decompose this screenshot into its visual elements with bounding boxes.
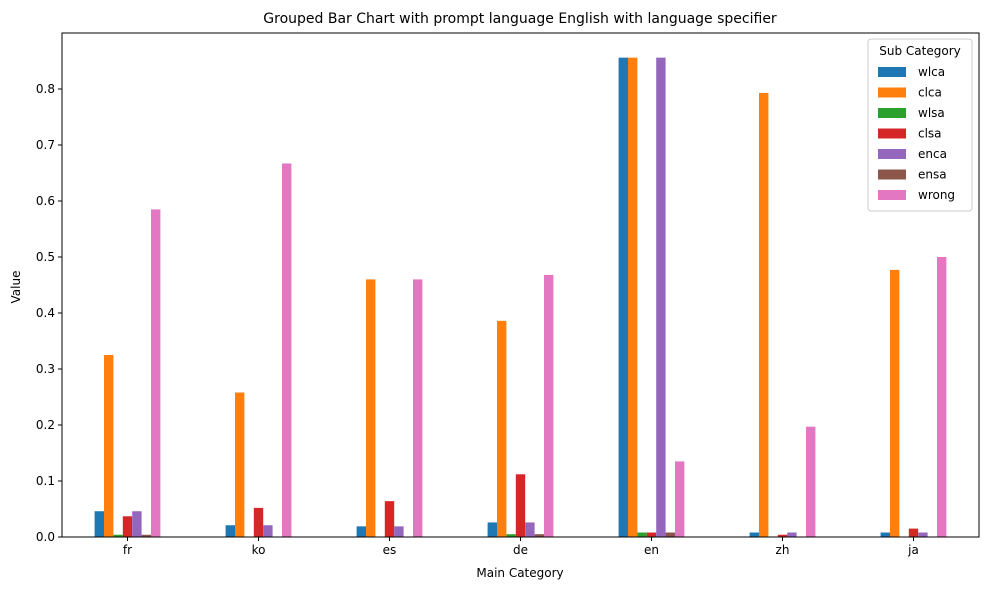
bar-enca-de (525, 522, 535, 537)
legend-label-wrong: wrong (918, 188, 955, 202)
bar-wlca-zh (749, 532, 759, 537)
legend-label-enca: enca (918, 147, 947, 161)
bar-wrong-ja (937, 257, 947, 537)
bar-wrong-fr (151, 209, 161, 537)
x-tick-label-fr: fr (123, 543, 132, 557)
bar-clca-ko (235, 392, 245, 537)
legend-label-wlsa: wlsa (918, 106, 945, 120)
bar-enca-fr (132, 511, 142, 537)
bar-wrong-en (675, 461, 685, 537)
bar-clca-ja (890, 269, 900, 537)
bar-clca-en (628, 57, 638, 537)
legend-label-clsa: clsa (918, 127, 942, 141)
y-tick-label: 0.1 (36, 474, 55, 488)
bar-clca-zh (759, 92, 769, 538)
bar-clsa-de (515, 474, 526, 537)
bar-clca-es (366, 279, 376, 537)
y-tick-label: 0.6 (36, 194, 55, 208)
x-axis-label: Main Category (476, 566, 563, 580)
legend-swatch-clsa (878, 128, 906, 139)
y-tick-label: 0.3 (36, 362, 55, 376)
y-tick-label: 0.0 (36, 530, 55, 544)
bar-wrong-es (413, 279, 423, 537)
bar-wlsa-en (637, 532, 647, 537)
chart-title: Grouped Bar Chart with prompt language E… (263, 11, 777, 27)
legend-title: Sub Category (879, 44, 960, 58)
bar-ensa-de (534, 534, 544, 537)
bar-clsa-zh (777, 534, 788, 537)
bar-clsa-fr (122, 516, 133, 537)
x-tick-label-es: es (383, 543, 397, 557)
legend-swatch-wrong (878, 190, 906, 200)
bar-clsa-ko (253, 507, 264, 537)
bar-wrong-de (544, 274, 554, 537)
x-tick-label-ko: ko (252, 543, 266, 557)
bars (94, 57, 947, 538)
legend-swatch-clca (878, 87, 906, 98)
x-tick-label-de: de (513, 543, 528, 557)
bar-clca-fr (104, 355, 114, 537)
y-tick-label: 0.2 (36, 418, 55, 432)
bar-wlca-ko (225, 525, 235, 537)
bar-wlca-en (618, 57, 628, 537)
x-tick-label-zh: zh (776, 543, 790, 557)
x-tick-label-en: en (644, 543, 659, 557)
legend-label-wlca: wlca (918, 65, 945, 79)
y-tick-label: 0.5 (36, 250, 55, 264)
legend-label-clca: clca (918, 86, 942, 100)
bar-clca-de (497, 320, 507, 537)
legend-swatch-ensa (878, 169, 906, 180)
y-tick-label: 0.4 (36, 306, 55, 320)
bar-enca-zh (787, 532, 797, 537)
bar-wlca-es (356, 526, 366, 537)
legend-swatch-wlsa (878, 108, 906, 118)
bar-ensa-fr (141, 534, 151, 537)
plot-frame (61, 32, 980, 538)
bar-enca-es (394, 526, 404, 537)
bar-wrong-zh (806, 426, 816, 537)
bar-enca-ko (263, 525, 273, 537)
bar-wrong-ko (282, 163, 292, 538)
bar-wlca-ja (880, 532, 890, 537)
x-axis-ticks: fr ko es de en zh ja (123, 537, 919, 557)
bar-clsa-en (646, 532, 657, 537)
bar-clsa-ja (908, 528, 919, 537)
legend-swatch-wlca (878, 67, 906, 77)
legend-label-ensa: ensa (918, 168, 947, 182)
bar-wlsa-fr (113, 534, 123, 537)
bar-wlsa-de (506, 534, 516, 537)
x-tick-label-ja: ja (907, 543, 919, 557)
legend-box (867, 38, 973, 212)
y-tick-label: 0.8 (36, 82, 55, 96)
y-axis-label: Value (9, 271, 23, 304)
legend: Sub Category wlca clca wlsa clsa enca ensa wro… (867, 38, 973, 212)
bar-wlca-de (487, 522, 497, 537)
bar-wlca-fr (94, 511, 104, 537)
bar-enca-ja (918, 532, 928, 537)
y-tick-label: 0.7 (36, 138, 55, 152)
bar-clsa-es (384, 501, 395, 537)
bar-enca-en (656, 57, 666, 537)
legend-swatch-enca (878, 149, 906, 159)
bar-ensa-en (665, 532, 675, 537)
y-axis-ticks: 0.0 0.1 0.2 0.3 0.4 0.5 0.6 0.7 0.8 (36, 82, 62, 544)
